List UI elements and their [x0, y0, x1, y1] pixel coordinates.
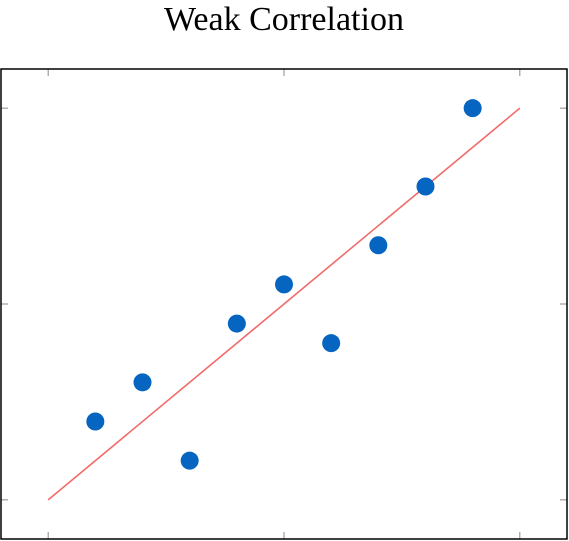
- point: [369, 236, 388, 255]
- plot-frame: [0, 68, 568, 540]
- point: [416, 177, 435, 196]
- fit-line: [47, 107, 521, 501]
- point: [133, 373, 152, 392]
- point: [322, 334, 341, 353]
- chart-title: Weak Correlation: [164, 1, 404, 38]
- point: [86, 412, 105, 431]
- point: [275, 275, 293, 294]
- point: [463, 99, 482, 118]
- point: [227, 314, 246, 333]
- point: [180, 451, 199, 470]
